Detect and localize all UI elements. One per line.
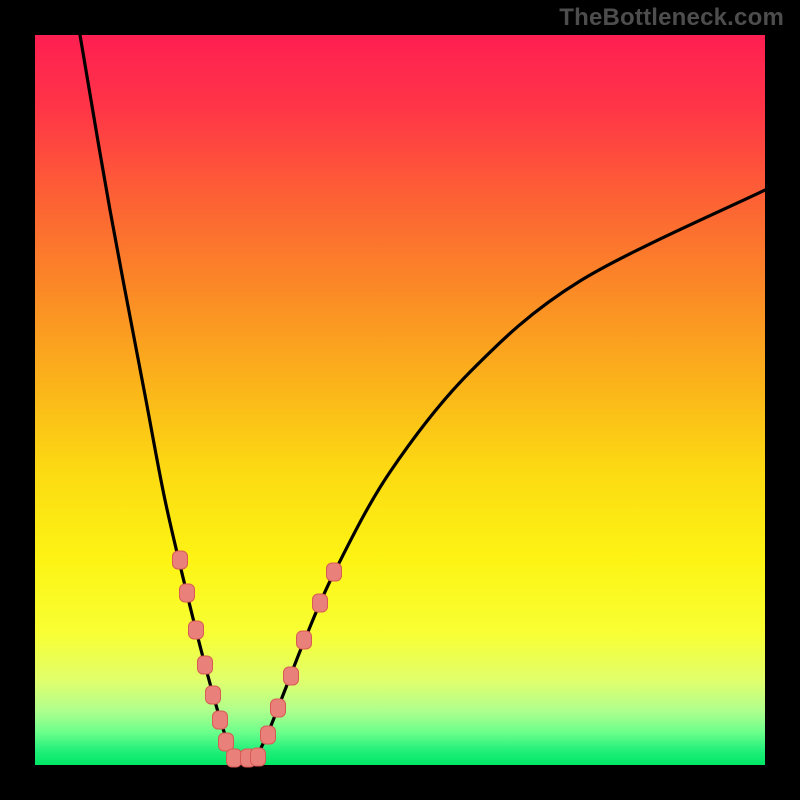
curve-marker xyxy=(326,563,342,582)
chart-canvas: TheBottleneck.com xyxy=(0,0,800,800)
v-curve-svg xyxy=(0,0,800,800)
curve-marker xyxy=(260,726,276,745)
curve-marker xyxy=(212,711,228,730)
curve-marker xyxy=(188,621,204,640)
v-curve-left xyxy=(80,35,235,758)
watermark-text: TheBottleneck.com xyxy=(559,4,784,32)
curve-marker xyxy=(250,748,266,767)
curve-marker xyxy=(283,667,299,686)
curve-marker xyxy=(205,686,221,705)
curve-marker xyxy=(296,631,312,650)
curve-marker xyxy=(270,699,286,718)
curve-marker xyxy=(197,656,213,675)
curve-marker xyxy=(172,551,188,570)
curve-marker xyxy=(179,584,195,603)
v-curve-right xyxy=(255,190,765,758)
curve-marker xyxy=(312,594,328,613)
